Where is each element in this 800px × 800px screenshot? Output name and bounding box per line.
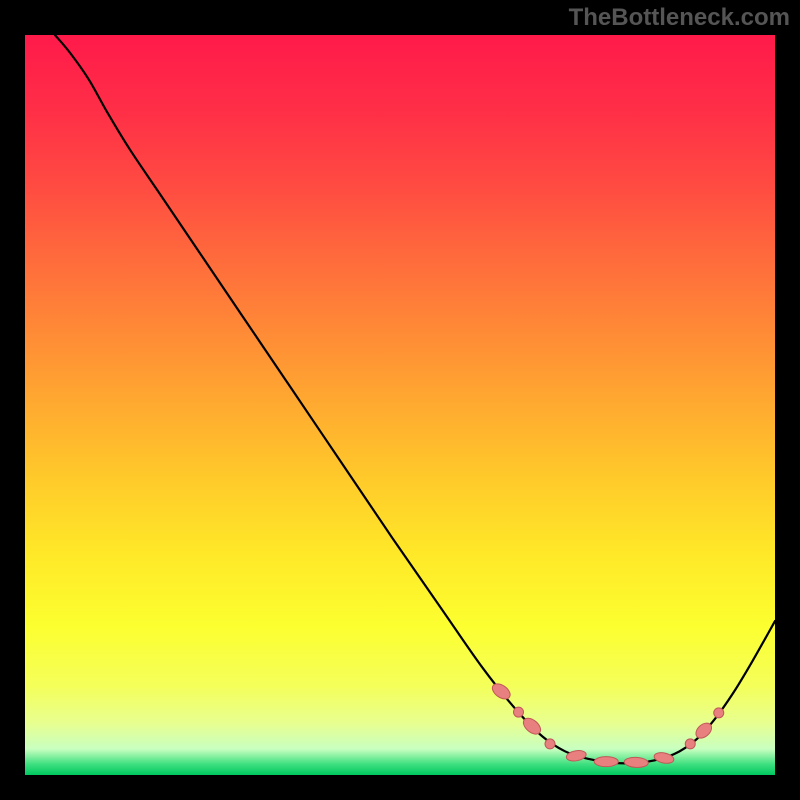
curve-marker <box>685 739 695 749</box>
bottleneck-chart <box>25 35 775 775</box>
curve-marker <box>514 707 524 717</box>
curve-marker <box>545 739 555 749</box>
attribution-text: TheBottleneck.com <box>569 4 790 32</box>
curve-marker <box>594 757 618 767</box>
curve-marker <box>714 708 724 718</box>
chart-svg <box>25 35 775 775</box>
gradient-background <box>25 35 775 775</box>
